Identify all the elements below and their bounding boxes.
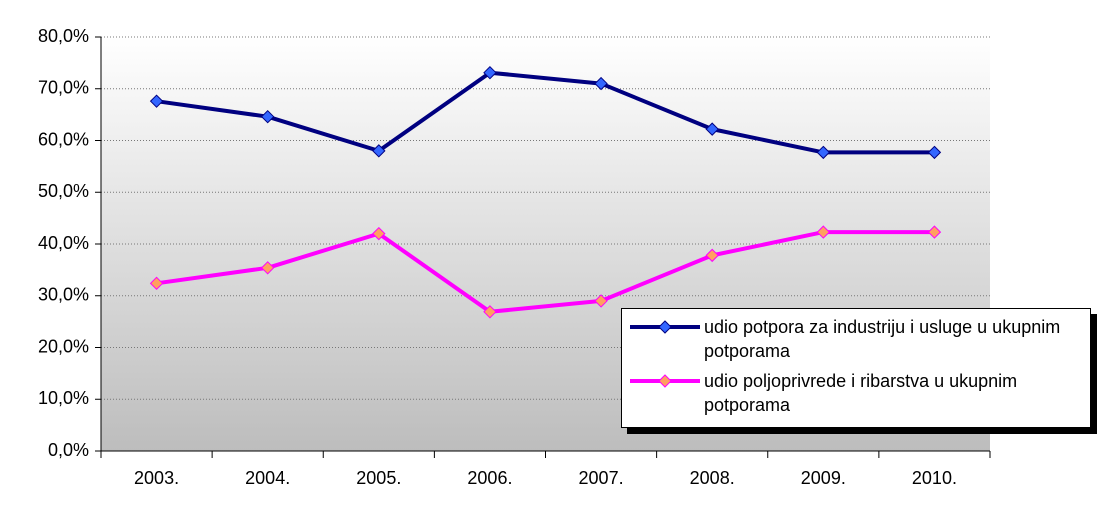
legend: udio potpora za industriju i usluge u uk…: [621, 308, 1091, 428]
marker: [483, 66, 497, 80]
x-tick-label: 2010.: [912, 468, 957, 488]
marker: [927, 145, 942, 160]
y-tick-label: 40,0%: [38, 233, 89, 253]
series-line: [156, 70, 935, 155]
y-tick-label: 80,0%: [38, 26, 89, 46]
y-tick-label: 60,0%: [38, 129, 89, 149]
x-tick-label: 2006.: [467, 468, 512, 488]
y-tick-label: 20,0%: [38, 336, 89, 356]
marker: [260, 261, 275, 275]
y-tick-label: 50,0%: [38, 181, 89, 201]
y-tick-label: 70,0%: [38, 78, 89, 98]
legend-entry: udio potpora za industriju i usluge u uk…: [628, 315, 1084, 363]
marker: [372, 226, 386, 241]
marker: [705, 248, 719, 263]
marker: [594, 76, 608, 91]
legend-marker: [658, 320, 672, 334]
y-tick-label: 10,0%: [38, 388, 89, 408]
x-tick-label: 2009.: [801, 468, 846, 488]
x-tick-label: 2003.: [134, 468, 179, 488]
x-tick-label: 2004.: [245, 468, 290, 488]
marker: [372, 144, 386, 158]
series-line: [156, 230, 935, 314]
marker: [816, 225, 831, 239]
x-tick-label: 2005.: [356, 468, 401, 488]
marker: [705, 122, 719, 136]
marker: [594, 294, 608, 308]
legend-key: [630, 374, 700, 388]
marker: [816, 145, 831, 160]
marker: [149, 94, 164, 108]
marker: [927, 225, 942, 239]
legend-label: udio potpora za industriju i usluge u uk…: [704, 317, 1061, 361]
y-tick-label: 30,0%: [38, 285, 89, 305]
legend-key: [630, 320, 700, 334]
legend-label: udio poljoprivrede i ribarstva u ukupnim…: [704, 371, 1018, 415]
marker: [260, 109, 275, 124]
legend-entry: udio poljoprivrede i ribarstva u ukupnim…: [628, 369, 1084, 417]
y-tick-label: 0,0%: [48, 440, 89, 460]
x-tick-label: 2008.: [690, 468, 735, 488]
marker: [483, 305, 497, 319]
x-tick-label: 2007.: [579, 468, 624, 488]
legend-marker: [658, 374, 672, 388]
marker: [149, 276, 164, 291]
